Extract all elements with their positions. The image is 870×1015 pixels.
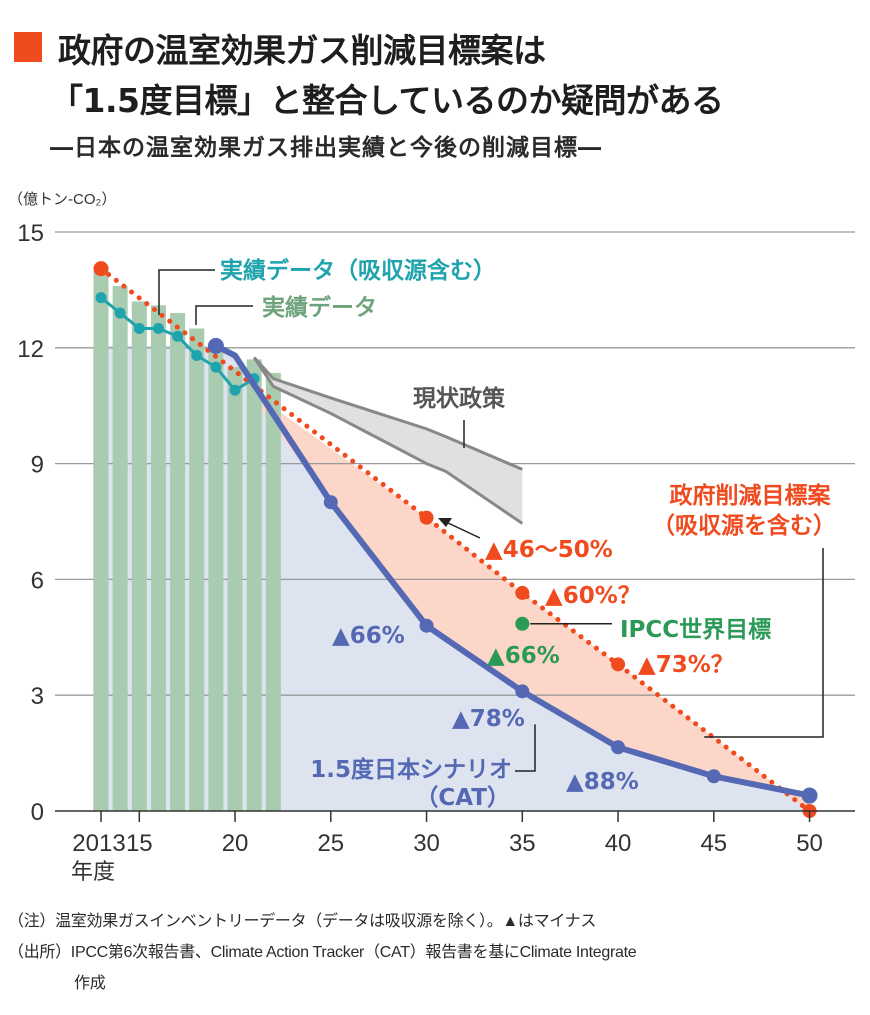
actual-incl-sinks-point <box>152 323 164 334</box>
label-cat-2040: ▲88% <box>566 769 639 795</box>
label-gov-target: 政府削減目標案 <box>670 482 832 509</box>
note-text: （注）温室効果ガスインベントリーデータ（データは吸収源を除く）。▲はマイナス <box>8 913 597 930</box>
arrow-head-icon <box>438 518 452 527</box>
y-tick-label: 15 <box>17 220 44 247</box>
cat-scenario-point <box>515 684 530 699</box>
actual-incl-sinks-point <box>210 361 222 373</box>
title-accent-square <box>14 32 42 62</box>
leader-cat <box>515 724 536 772</box>
label-cat-name-sub: （CAT） <box>415 784 510 811</box>
actual-incl-sinks-point <box>229 384 241 396</box>
x-tick-label: 15 <box>126 830 153 857</box>
actual-incl-sinks-point <box>95 292 107 304</box>
y-tick-label: 6 <box>31 567 44 594</box>
cat-scenario-point <box>323 495 338 510</box>
gov-target-point <box>419 510 434 525</box>
x-tick-label: 40 <box>605 830 632 857</box>
y-tick-label: 0 <box>31 799 44 826</box>
page-title-line2: 「1.5度目標」と整合しているのか疑問がある <box>50 81 724 120</box>
label-actual: 実績データ <box>262 294 377 321</box>
current-policy-lower-line <box>252 356 524 525</box>
x-unit-label: 年度 <box>71 860 115 885</box>
bar-actual <box>208 343 224 811</box>
page-title-line1: 政府の温室効果ガス削減目標案は <box>58 31 546 70</box>
bar-actual <box>265 372 281 811</box>
ipcc-target-point <box>515 616 530 631</box>
x-tick-label: 30 <box>413 830 440 857</box>
label-cat-2035: ▲78% <box>452 706 525 732</box>
label-gov-2035: ▲60%？ <box>545 583 641 609</box>
label-ipcc-pct: ▲66% <box>487 643 560 669</box>
y-tick-label: 9 <box>31 452 44 479</box>
chart-notes: （注）温室効果ガスインベントリーデータ（データは吸収源を除く）。▲はマイナス （… <box>8 906 637 999</box>
cat-scenario-line <box>214 343 811 799</box>
label-gov-2040: ▲73%？ <box>638 652 734 678</box>
bar-actual <box>246 359 262 811</box>
leader-actual <box>195 305 253 325</box>
x-tick-label: 50 <box>796 830 823 857</box>
source-text-cont: 作成 <box>74 975 106 992</box>
x-tick-label: 35 <box>509 830 536 857</box>
actual-incl-sinks-point <box>114 307 126 319</box>
gov-target-point <box>93 261 109 277</box>
arrow-line <box>445 521 481 539</box>
x-tick-label: 2013 <box>72 830 125 857</box>
actual-incl-sinks-point <box>133 323 145 334</box>
x-tick-label: 20 <box>222 830 249 857</box>
actual-incl-sinks-point <box>191 350 203 362</box>
y-tick-label: 3 <box>31 683 44 710</box>
y-axis-unit-label: （億トン-CO₂） <box>8 191 117 208</box>
bar-actual <box>189 328 205 811</box>
cat-scenario-point <box>801 787 818 804</box>
bar-actual <box>93 266 109 811</box>
label-cat-name: 1.5度日本シナリオ <box>310 756 512 783</box>
gov-target-point <box>611 657 626 672</box>
bar-actual <box>112 286 128 811</box>
label-gov-target-sub: （吸収源を含む） <box>652 512 836 539</box>
label-ipcc: IPCC世界目標 <box>620 617 771 643</box>
current-policy-upper-line <box>253 356 523 471</box>
source-text: （出所）IPCC第6次報告書、Climate Action Tracker（CA… <box>8 944 637 961</box>
y-tick-label: 12 <box>17 336 44 363</box>
gov-target-point <box>515 585 530 600</box>
bar-actual <box>170 313 186 811</box>
page-subtitle: ―日本の温室効果ガス排出実績と今後の削減目標― <box>50 135 602 161</box>
leader-actual-incl <box>158 269 215 315</box>
actual-incl-sinks-point <box>172 330 184 342</box>
label-actual-incl: 実績データ（吸収源含む） <box>220 257 496 284</box>
leader-gov <box>704 548 824 738</box>
cat-scenario-point <box>207 337 224 354</box>
cat-scenario-point <box>706 769 721 784</box>
bar-actual <box>131 301 147 811</box>
bar-actual <box>150 305 166 811</box>
gov-target-line <box>98 266 813 814</box>
label-cat-2030: ▲66% <box>332 623 405 649</box>
x-tick-label: 25 <box>317 830 344 857</box>
label-gov-2030: ▲46〜50% <box>485 537 613 563</box>
bar-actual <box>227 367 243 811</box>
current-policy-range <box>254 357 523 524</box>
x-tick-label: 45 <box>700 830 727 857</box>
cat-scenario-point <box>611 740 626 755</box>
cat-scenario-point <box>419 618 434 633</box>
label-current-policy: 現状政策 <box>413 385 506 412</box>
